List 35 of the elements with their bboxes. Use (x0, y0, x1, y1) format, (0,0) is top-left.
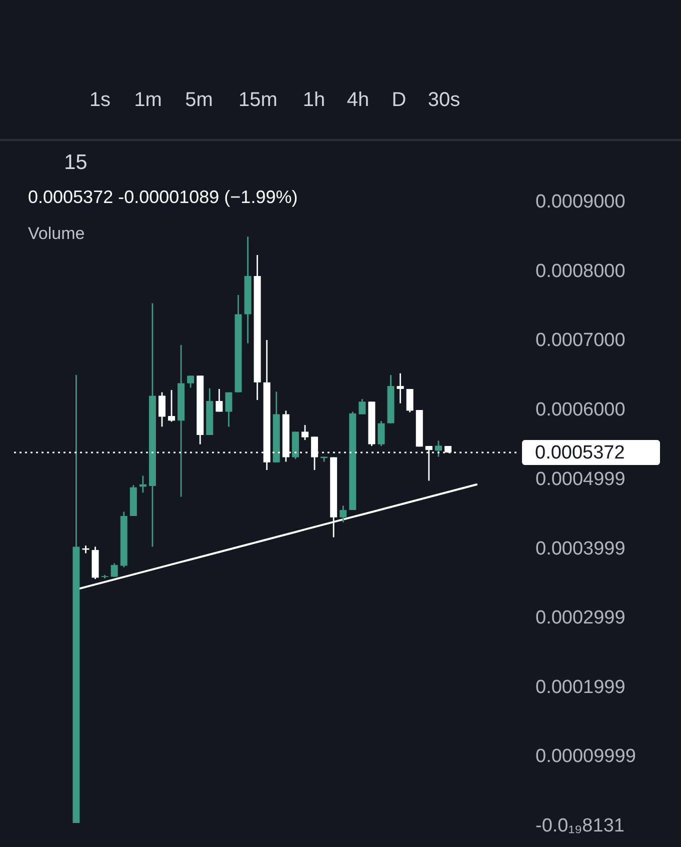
text: 5m (185, 89, 213, 111)
candlestick (168, 389, 176, 422)
y-tick-label: 0.0007000 (536, 330, 626, 352)
y-tick-label: 0.0004999 (536, 468, 626, 490)
candlestick (406, 388, 414, 413)
candlestick (225, 392, 232, 428)
y-tick-label: 0.0003999 (536, 538, 626, 560)
text: 30s (428, 89, 460, 111)
y-tick-label: 0.0009000 (536, 192, 626, 213)
candlestick (110, 562, 118, 578)
y-tick-label: 0.0006000 (536, 400, 626, 421)
text: 1h (302, 89, 326, 111)
annotation: 0.0005372 -0.00001089 (−1.99%) (28, 187, 298, 207)
annotation: Volume (28, 224, 85, 243)
text: D (392, 89, 406, 111)
candlestick (340, 504, 347, 524)
text: 15 (64, 151, 88, 174)
text: 1s (89, 89, 111, 111)
candlestick (396, 372, 404, 404)
candlestick (434, 440, 442, 458)
y-tick-label: -0.0₁₉8131 (536, 816, 624, 837)
candlestick (216, 388, 223, 412)
candlestick (187, 374, 194, 388)
y-tick-label: 0.0001999 (536, 676, 626, 698)
text: 15m (238, 89, 278, 111)
candlestick (158, 392, 166, 428)
candlestick (378, 420, 385, 447)
y-tick-label: 0.00009999 (536, 746, 636, 768)
text: 4h (346, 89, 370, 111)
candlestick (301, 424, 308, 441)
candlestick (358, 398, 366, 415)
ref-line-label: 0.0005372 (535, 442, 625, 464)
text: 1m (134, 89, 162, 111)
y-tick-label: 0.0002999 (536, 608, 626, 629)
y-tick-label: 0.0008000 (536, 260, 626, 282)
